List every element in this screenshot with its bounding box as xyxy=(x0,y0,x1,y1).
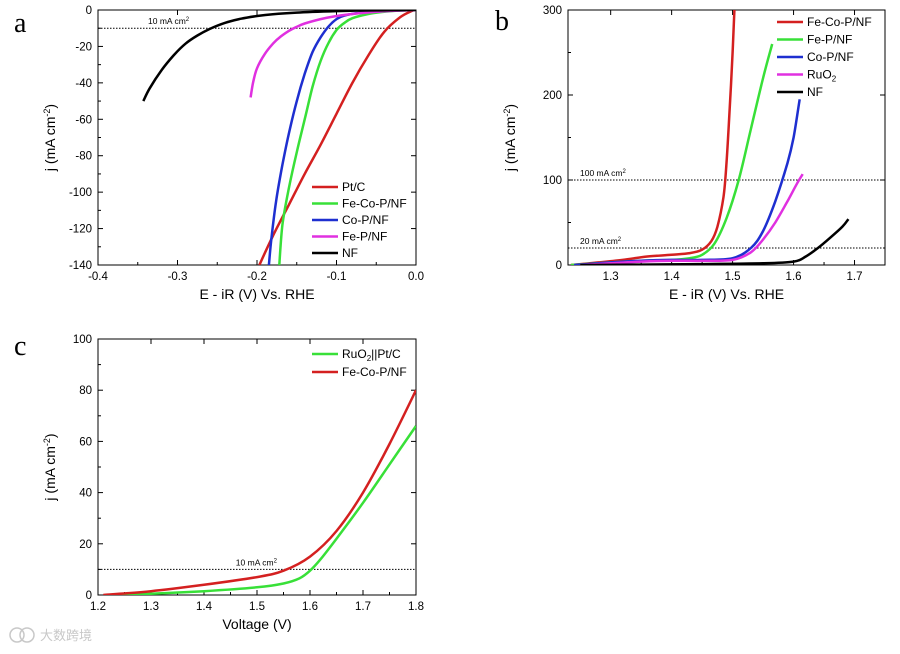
x-tick-label-b: 1.5 xyxy=(725,271,741,283)
y-tick-label-a: -120 xyxy=(69,224,92,236)
chart-panel-b: 1.3 1.4 1.5 1.6 1.7 0 100 200 300 E - iR (V) Vs. … xyxy=(502,5,886,302)
x-tick-label-c: 1.8 xyxy=(408,601,424,613)
y-tick-label-c: 40 xyxy=(79,488,92,500)
y-tick-label-c: 20 xyxy=(79,539,92,551)
legend-a: Pt/C Fe-Co-P/NF Co-P/NF Fe-P/NF NF xyxy=(312,180,407,260)
y-axis-label-b: j (mA cm-2) xyxy=(502,104,518,172)
y-tick-label-c: 0 xyxy=(86,590,92,602)
watermark-logo-icon-2 xyxy=(19,627,35,643)
legend-label-b-3: RuO2 xyxy=(807,68,837,84)
reference-label-a: 10 mA cm2 xyxy=(148,16,190,26)
panel-letter-c: c xyxy=(14,331,26,362)
y-tick-label-a: -20 xyxy=(75,41,92,53)
reference-label-c: 10 mA cm2 xyxy=(236,557,278,567)
y-tick-label-a: -140 xyxy=(69,260,92,272)
y-axis-label-a: j (mA cm-2) xyxy=(42,104,58,172)
x-tick-label-a: -0.3 xyxy=(168,271,188,283)
series-group-c xyxy=(103,389,416,595)
x-tick-label-c: 1.2 xyxy=(90,601,106,613)
legend-label-b-1: Fe-P/NF xyxy=(807,33,852,47)
x-tick-label-a: -0.1 xyxy=(327,271,347,283)
watermark-text: 大数跨境 xyxy=(40,629,92,644)
legend-label-c-0: RuO2||Pt/C xyxy=(342,347,401,363)
legend-label-b-2: Co-P/NF xyxy=(807,50,854,64)
legend-label-a-4: NF xyxy=(342,246,358,260)
x-tick-label-a: -0.4 xyxy=(88,271,108,283)
y-tick-label-a: 0 xyxy=(86,5,92,17)
y-tick-label-a: -40 xyxy=(75,78,92,90)
legend-label-a-2: Co-P/NF xyxy=(342,213,389,227)
series-line-b-3 xyxy=(580,173,804,265)
series-line-a-3 xyxy=(249,10,416,98)
plot-frame-b xyxy=(567,9,886,266)
x-tick-label-b: 1.7 xyxy=(847,271,863,283)
legend-label-c-1: Fe-Co-P/NF xyxy=(342,365,407,379)
legend-label-a-1: Fe-Co-P/NF xyxy=(342,197,407,211)
x-tick-label-b: 1.6 xyxy=(786,271,802,283)
legend-c: RuO2||Pt/C Fe-Co-P/NF xyxy=(312,347,407,379)
series-group-a xyxy=(142,10,416,265)
y-tick-label-b: 0 xyxy=(556,260,562,272)
y-tick-label-a: -60 xyxy=(75,114,92,126)
series-line-a-4 xyxy=(142,10,416,102)
x-axis-label-b: E - iR (V) Vs. RHE xyxy=(669,286,784,302)
reference-label-b: 100 mA cm2 xyxy=(580,168,627,178)
y-axis-label-c: j (mA cm-2) xyxy=(42,433,58,501)
series-group-b xyxy=(570,10,850,265)
x-tick-label-c: 1.4 xyxy=(196,601,213,613)
x-tick-label-a: -0.2 xyxy=(247,271,267,283)
reference-label-b: 20 mA cm2 xyxy=(580,236,622,246)
x-axis-label-a: E - iR (V) Vs. RHE xyxy=(199,286,314,302)
y-tick-label-c: 60 xyxy=(79,436,92,448)
legend-label-b-4: NF xyxy=(807,85,823,99)
watermark-logo-icon xyxy=(9,627,25,643)
x-tick-label-c: 1.3 xyxy=(143,601,159,613)
series-line-a-0 xyxy=(258,10,416,265)
watermark: 大数跨境 xyxy=(9,627,92,644)
chart-panel-c: 1.2 1.3 1.4 1.5 1.6 1.7 1.8 0 20 40 60 80 100 Voltage… xyxy=(42,334,424,632)
x-tick-label-b: 1.3 xyxy=(603,271,619,283)
x-tick-label-c: 1.5 xyxy=(249,601,265,613)
x-axis-label-c: Voltage (V) xyxy=(222,616,291,632)
y-tick-label-c: 100 xyxy=(73,334,92,346)
panel-letter-b: b xyxy=(495,6,509,37)
y-tick-label-b: 200 xyxy=(543,90,562,102)
chart-panel-a: -0.4 -0.3 -0.2 -0.1 0.0 0 -20 -40 -60 -80 -100 -120… xyxy=(42,5,424,302)
y-tick-label-c: 80 xyxy=(79,385,92,397)
y-tick-label-a: -80 xyxy=(75,151,92,163)
x-tick-label-c: 1.7 xyxy=(355,601,371,613)
y-tick-label-a: -100 xyxy=(69,187,92,199)
legend-label-b-0: Fe-Co-P/NF xyxy=(807,15,872,29)
panel-letter-a: a xyxy=(14,8,27,39)
x-tick-label-c: 1.6 xyxy=(302,601,318,613)
series-line-b-0 xyxy=(570,10,736,265)
y-tick-label-b: 300 xyxy=(543,5,562,17)
series-line-c-1 xyxy=(103,389,416,595)
series-line-b-1 xyxy=(570,43,774,265)
series-line-c-0 xyxy=(108,425,416,595)
legend-label-a-0: Pt/C xyxy=(342,180,366,194)
series-line-b-4 xyxy=(580,218,850,265)
legend-label-a-3: Fe-P/NF xyxy=(342,230,387,244)
x-tick-label-a: 0.0 xyxy=(408,271,424,283)
x-tick-label-b: 1.4 xyxy=(664,271,681,283)
y-tick-label-b: 100 xyxy=(543,175,562,187)
